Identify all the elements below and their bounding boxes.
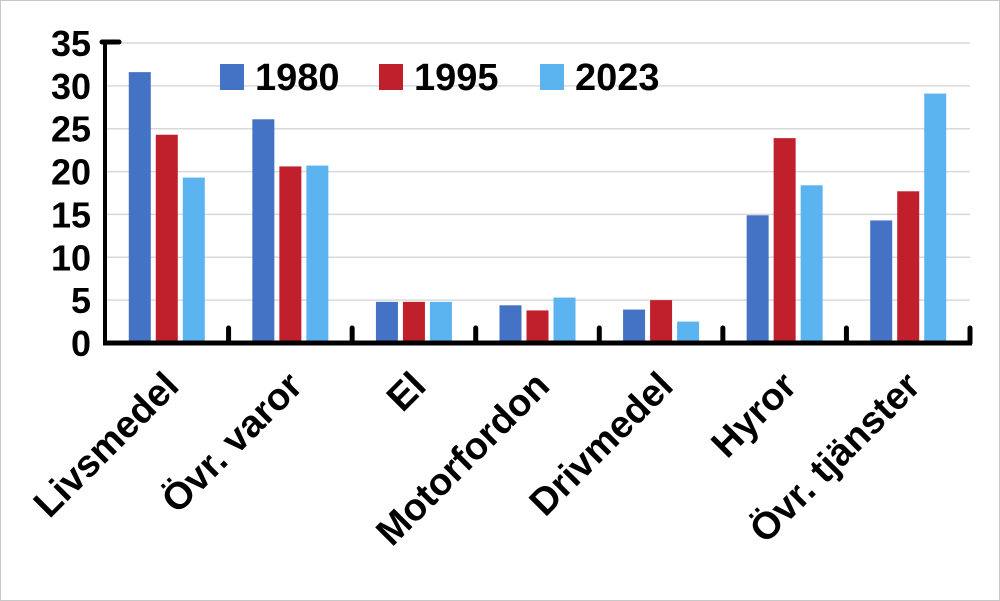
- bar-1995-hyror: [773, 138, 796, 343]
- y-tick-label: 25: [51, 109, 91, 150]
- legend: 1980 1995 2023: [220, 57, 660, 99]
- y-tick-label: 20: [51, 152, 91, 193]
- axes: [99, 39, 973, 346]
- bar-1995-livsmedel: [155, 134, 178, 343]
- bar-1980-övr-tjänster: [870, 220, 893, 343]
- bar-1980-motorfordon: [499, 305, 522, 343]
- bar-1980-el: [375, 301, 398, 343]
- bar-1995-övr-varor: [279, 166, 302, 343]
- y-tick-label: 30: [51, 66, 91, 107]
- y-tick-label: 5: [71, 280, 91, 321]
- legend-label-1980: 1980: [255, 57, 340, 99]
- legend-swatch-2023: [540, 64, 564, 90]
- bar-1995-el: [402, 301, 425, 343]
- legend-label-1995: 1995: [414, 57, 499, 99]
- legend-swatch-1980: [220, 64, 244, 90]
- y-tick-label: 0: [71, 323, 91, 364]
- bar-1980-hyror: [746, 215, 769, 343]
- bar-2023-övr-varor: [306, 165, 329, 343]
- bar-1980-livsmedel: [128, 72, 151, 344]
- bar-1995-drivmedel: [650, 300, 673, 343]
- bar-1980-drivmedel: [623, 309, 646, 343]
- y-tick-label: 15: [51, 194, 91, 235]
- legend-swatch-1995: [379, 64, 403, 90]
- y-tick-label: 10: [51, 237, 91, 278]
- bar-1980-övr-varor: [252, 119, 275, 344]
- bar-2023-motorfordon: [553, 297, 576, 343]
- bar-1995-motorfordon: [526, 310, 549, 343]
- bar-2023-övr-tjänster: [924, 93, 947, 343]
- bar-2023-drivmedel: [677, 321, 700, 343]
- y-tick-label: 35: [51, 23, 91, 64]
- bar-2023-hyror: [800, 185, 823, 343]
- gridlines: [105, 42, 970, 301]
- bars: [128, 72, 947, 344]
- legend-label-2023: 2023: [575, 57, 660, 99]
- bar-2023-el: [429, 301, 452, 343]
- bar-1995-övr-tjänster: [897, 191, 920, 343]
- bar-2023-livsmedel: [182, 177, 205, 343]
